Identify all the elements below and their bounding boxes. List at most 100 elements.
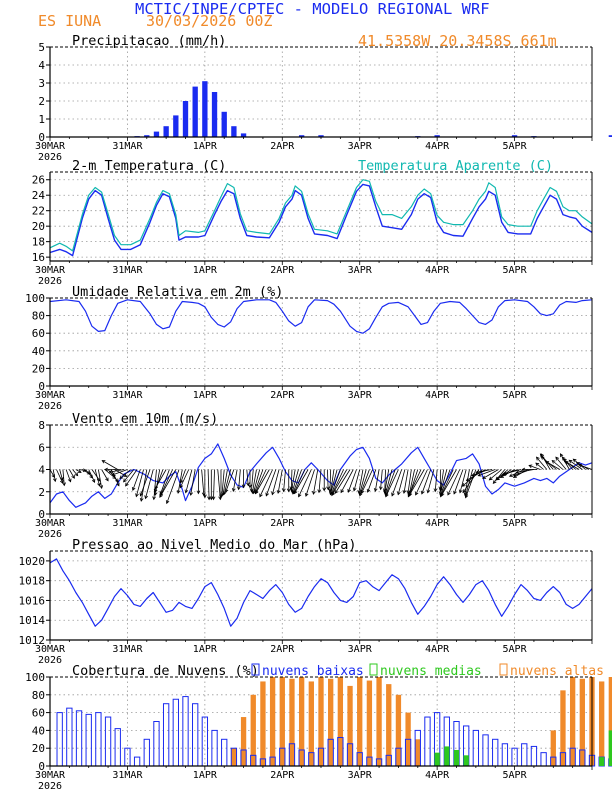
wind-arrow-head [535, 462, 540, 467]
wind-arrow-head [131, 486, 136, 491]
wind-arrow-shaft [462, 469, 483, 487]
wind-arrow [241, 469, 246, 489]
wind-arrow [545, 461, 560, 470]
x-year-label: 2026 [38, 655, 62, 666]
x-tick-label: 1APR [193, 390, 218, 401]
bar [240, 133, 247, 137]
wind-arrow-shaft [179, 469, 190, 488]
wind-arrow-shaft [254, 469, 264, 493]
bar [144, 135, 150, 137]
x-tick-label: 31MAR [112, 770, 143, 781]
wind-arrow [433, 469, 438, 493]
wind-arrow [72, 469, 79, 477]
wind-arrow-shaft [265, 469, 277, 496]
wind-arrow-head [139, 497, 144, 502]
bar [444, 746, 450, 766]
wind-arrow [555, 456, 567, 470]
wind-arrow [477, 469, 496, 477]
wind-arrow-shaft [135, 469, 144, 497]
wind-arrow-head [441, 492, 445, 497]
wind-arrow-head [135, 493, 139, 498]
wind-arrow-shaft [104, 469, 116, 479]
wind-arrow [441, 469, 457, 497]
bar [163, 126, 169, 137]
wind-arrow-shaft [331, 469, 344, 496]
wind-arrow-head [402, 489, 407, 494]
wind-arrow [447, 469, 461, 496]
wind-arrow-head [458, 489, 463, 494]
wind-arrow-shaft [94, 469, 100, 487]
wind-arrow-shaft [110, 469, 120, 486]
wind-arrow [458, 469, 467, 494]
wind-arrow-head [123, 478, 127, 483]
wind-arrow [340, 469, 354, 494]
bar [250, 694, 256, 766]
panel-wind: 0 2 4 6 8 30MAR 31MAR 1APR 2APR 3APR 4APR 5APR 2026 V… [35, 411, 593, 540]
wind-arrow-shaft [536, 456, 548, 470]
wind-arrow-shaft [361, 469, 373, 494]
x-tick-label: 1APR [193, 770, 218, 781]
y-tick-label: 4 [38, 464, 45, 477]
wind-arrow-shaft [75, 469, 82, 473]
bar [114, 728, 121, 767]
x-tick-label: 30MAR [35, 390, 66, 401]
wind-arrow-shaft [453, 469, 464, 495]
wind-arrow [271, 469, 280, 496]
wind-arrow-head [572, 458, 577, 463]
wind-arrow-shaft [347, 469, 357, 493]
bar [599, 757, 605, 766]
wind-arrow-shaft [232, 469, 238, 492]
x-tick-label: 4APR [425, 518, 450, 529]
wind-arrow-shaft [298, 469, 312, 497]
bar [173, 115, 179, 137]
wind-arrow [265, 469, 277, 497]
wind-arrow-shaft [213, 469, 215, 500]
wind-arrow-shaft [439, 469, 448, 495]
x-tick-label: 31MAR [112, 390, 143, 401]
wind-arrow-head [578, 463, 583, 468]
wind-arrow-shaft [476, 469, 493, 473]
wind-arrow [317, 469, 322, 494]
series-line-vento [49, 443, 593, 508]
wind-arrow [88, 469, 96, 483]
wind-arrow-shaft [246, 469, 249, 486]
wind-arrow [236, 469, 241, 491]
wind-arrow [254, 469, 270, 495]
wind-arrow [528, 464, 541, 470]
wind-arrow-shaft [291, 469, 299, 493]
wind-arrow [391, 469, 403, 497]
bar [211, 92, 218, 137]
bar [530, 745, 538, 767]
wind-arrow-shaft [154, 469, 167, 489]
wind-arrow [154, 469, 167, 490]
wind-arrow-shaft [119, 469, 131, 479]
bar [162, 703, 170, 767]
wind-arrow-shaft [440, 469, 451, 496]
wind-arrow-shaft [132, 469, 141, 491]
wind-arrow [196, 469, 201, 495]
wind-arrow [352, 469, 361, 492]
wind-arrow [521, 467, 538, 472]
wind-arrow [248, 469, 252, 489]
x-tick-label: 3APR [348, 265, 373, 276]
wind-arrow [246, 469, 250, 487]
wind-arrow-head [477, 473, 482, 477]
wind-arrow-shaft [427, 469, 435, 493]
wind-arrow [426, 469, 435, 494]
bar [366, 680, 373, 766]
wind-arrow-shaft [290, 469, 293, 490]
wind-arrow [97, 469, 104, 490]
wind-arrow-shaft [374, 469, 380, 492]
wind-arrow-shaft [69, 469, 75, 479]
legend-label: nuvens medias [380, 664, 482, 679]
wind-arrow-head [559, 453, 564, 458]
wind-arrow-shaft [334, 469, 351, 494]
legend-item-nuvens-baixas: nuvens baixas [251, 663, 364, 679]
wind-arrow-head [104, 467, 108, 472]
bar [550, 730, 556, 766]
wind-arrow [298, 469, 312, 498]
wind-arrow-shaft [367, 469, 377, 493]
x-tick-label: 1APR [193, 141, 218, 152]
wind-arrow-shaft [459, 469, 467, 493]
wind-arrow [224, 469, 235, 493]
